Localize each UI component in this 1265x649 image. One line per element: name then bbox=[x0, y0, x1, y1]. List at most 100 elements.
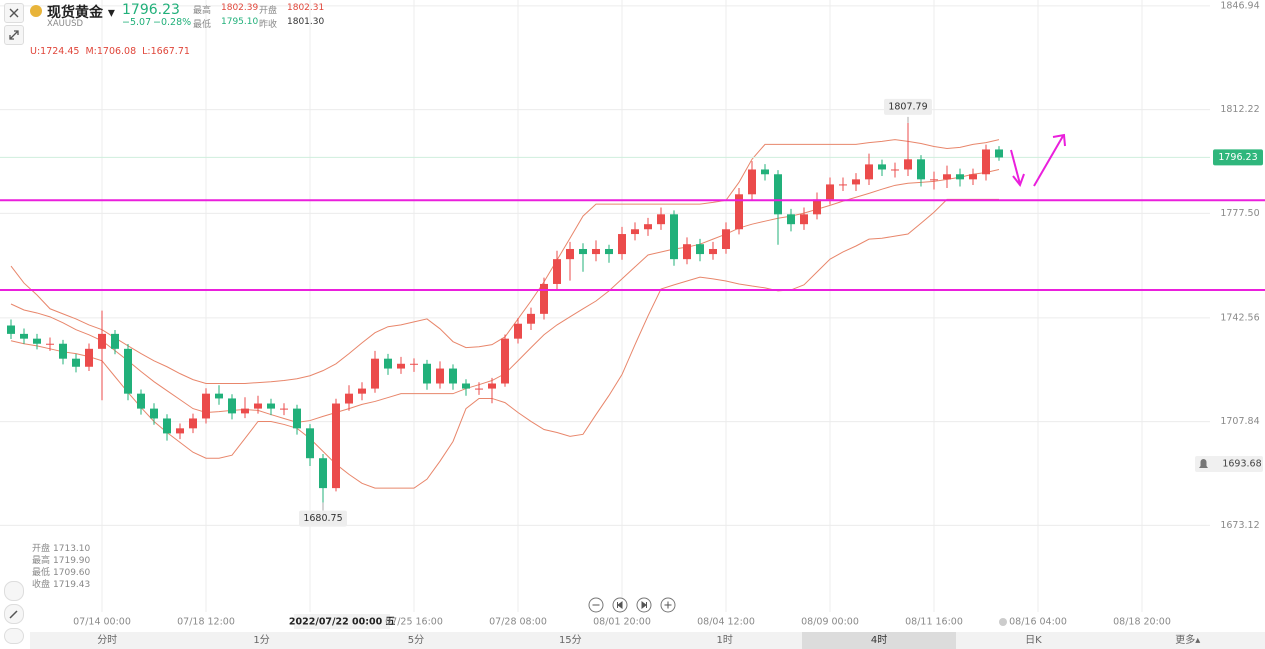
period-tab[interactable]: 1分 bbox=[253, 635, 270, 646]
x-tick-label: 08/09 00:00 bbox=[801, 617, 859, 628]
arrows bbox=[1010, 133, 1066, 188]
candle-body bbox=[917, 159, 925, 180]
stat-value: 1802.31 bbox=[287, 3, 325, 13]
price: 1796.23 bbox=[122, 2, 180, 18]
stat-value: 1801.30 bbox=[287, 17, 325, 27]
expand-button[interactable] bbox=[4, 25, 24, 45]
candle-body bbox=[787, 214, 795, 225]
period-tab[interactable]: 1时 bbox=[716, 635, 733, 646]
period-tab[interactable]: 日K bbox=[1025, 635, 1042, 646]
max-label: 1807.79 bbox=[888, 101, 927, 112]
candle-body bbox=[423, 363, 431, 384]
candle-body bbox=[579, 248, 587, 255]
alert-tag bbox=[1195, 455, 1263, 472]
candle-body bbox=[215, 393, 223, 399]
candle-body bbox=[319, 458, 327, 489]
candle-body bbox=[488, 383, 496, 389]
candle-body bbox=[410, 363, 418, 365]
candle-body bbox=[98, 333, 106, 349]
candle-body bbox=[124, 348, 132, 394]
x-tick-label: 08/01 20:00 bbox=[593, 617, 651, 628]
line-tool-button[interactable] bbox=[4, 628, 24, 644]
candle-body bbox=[371, 358, 379, 389]
candle-body bbox=[709, 248, 717, 255]
panel-value: 1719.90 bbox=[53, 556, 91, 566]
candle-body bbox=[59, 343, 67, 359]
stat-value: 1802.39 bbox=[221, 3, 259, 13]
candle-body bbox=[306, 428, 314, 459]
candle-body bbox=[774, 174, 782, 215]
period-tab[interactable]: 4时 bbox=[801, 632, 957, 649]
panel-row: 收盘 1719.43 bbox=[32, 579, 90, 591]
candle-body bbox=[839, 184, 847, 186]
x-tick-label: 08/16 04:00 bbox=[1009, 617, 1067, 628]
indicator-value: U:1724.45 bbox=[30, 46, 80, 57]
candle-body bbox=[462, 383, 470, 389]
crosshair-label-box bbox=[294, 614, 390, 629]
candle-body bbox=[397, 363, 405, 369]
candle-body bbox=[254, 403, 262, 409]
zoom-in[interactable] bbox=[660, 597, 676, 613]
panel-label: 最低 bbox=[32, 568, 51, 578]
candle-body bbox=[878, 164, 886, 170]
close-button[interactable] bbox=[4, 3, 24, 23]
panel-row: 最低 1709.60 bbox=[32, 567, 90, 579]
indicator-values: U:1724.45 M:1706.08 L:1667.71 bbox=[30, 46, 196, 57]
y-tick-label: 1846.94 bbox=[1220, 0, 1259, 11]
candle-body bbox=[293, 408, 301, 429]
alert-bell bbox=[1199, 458, 1208, 468]
panel-value: 1709.60 bbox=[53, 568, 91, 578]
candle-body bbox=[826, 184, 834, 200]
change-pct: −0.28% bbox=[153, 17, 192, 28]
candle-body bbox=[891, 169, 899, 171]
candle-body bbox=[449, 368, 457, 384]
candle-body bbox=[943, 174, 951, 180]
candle-body bbox=[722, 229, 730, 249]
candle-body bbox=[345, 393, 353, 404]
stat-label: 昨收 bbox=[259, 20, 278, 30]
name: 现货黄金 bbox=[47, 5, 103, 21]
candle-body bbox=[982, 149, 990, 175]
candle-body bbox=[956, 174, 964, 180]
period-tab[interactable]: 分时 bbox=[97, 635, 118, 646]
candle-body bbox=[670, 214, 678, 260]
candle-body bbox=[527, 313, 535, 324]
y-tick-label: 1707.84 bbox=[1220, 416, 1259, 427]
zoom-out[interactable] bbox=[588, 597, 604, 613]
candle-body bbox=[553, 259, 561, 284]
candle-body bbox=[800, 214, 808, 225]
symbol: XAUUSD bbox=[47, 19, 84, 29]
panel-value: 1719.43 bbox=[53, 580, 91, 590]
instrument-name[interactable]: 现货黄金 ▾ bbox=[47, 5, 115, 21]
candle-body bbox=[501, 338, 509, 384]
candle-body bbox=[436, 368, 444, 384]
scroll-left[interactable] bbox=[612, 597, 628, 613]
x-tick-label: 07/18 12:00 bbox=[177, 617, 235, 628]
candle-body bbox=[657, 214, 665, 225]
period-tab[interactable]: 更多▴ bbox=[1175, 635, 1201, 646]
panel-row: 最高 1719.90 bbox=[32, 555, 90, 567]
candle-body bbox=[865, 164, 873, 180]
period-tab[interactable]: 15分 bbox=[558, 635, 582, 646]
candle-body bbox=[930, 179, 938, 181]
alert-label: 1693.68 bbox=[1222, 458, 1261, 469]
candle-body bbox=[7, 325, 15, 334]
scroll-right[interactable] bbox=[636, 597, 652, 613]
candle-body bbox=[748, 169, 756, 195]
candle-body bbox=[46, 343, 54, 345]
candle-body bbox=[969, 174, 977, 180]
candle-body bbox=[189, 418, 197, 429]
last-price-label: 1796.23 bbox=[1218, 152, 1257, 163]
indicator-button[interactable] bbox=[4, 581, 24, 601]
panel-label: 最高 bbox=[32, 556, 51, 566]
panel-label: 收盘 bbox=[32, 580, 51, 590]
period-tab[interactable]: 5分 bbox=[407, 635, 425, 646]
candle-body bbox=[33, 338, 41, 344]
candle-body bbox=[761, 169, 769, 175]
chart: 1846.94 1812.22 1777.50 1742.56 1707.84 1673.… bbox=[0, 0, 1265, 629]
draw-button[interactable] bbox=[4, 604, 24, 624]
candle-body bbox=[514, 323, 522, 339]
candle-body bbox=[605, 248, 613, 255]
x-tick-label: 08/04 12:00 bbox=[697, 617, 755, 628]
panel-row: 开盘 1713.10 bbox=[32, 543, 90, 555]
